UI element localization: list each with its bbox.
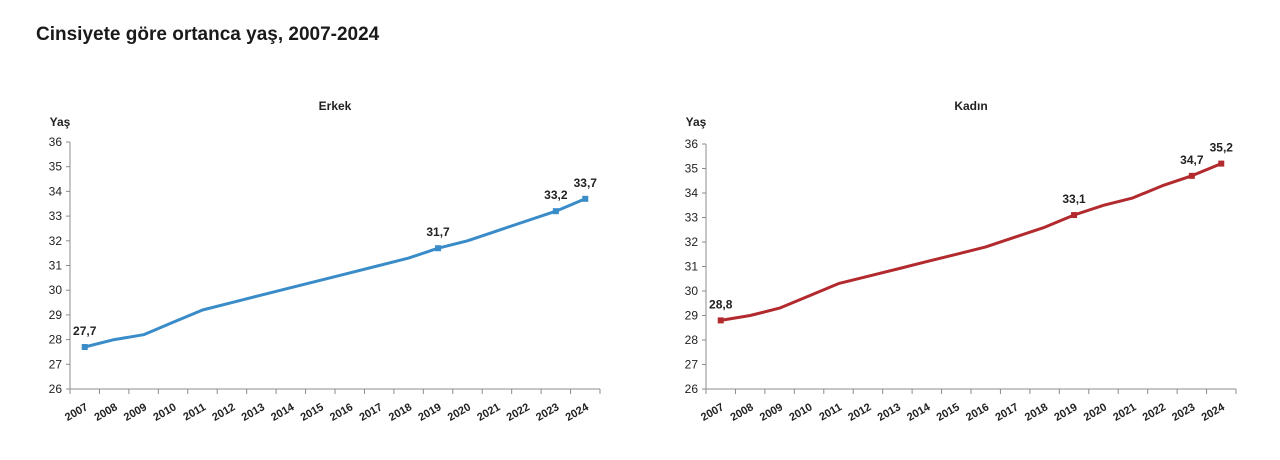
x-tick-label: 2020 bbox=[1082, 401, 1109, 424]
x-tick-label: 2018 bbox=[387, 401, 414, 424]
x-tick-label: 2023 bbox=[534, 401, 561, 424]
x-tick-label: 2019 bbox=[416, 401, 443, 424]
y-tick-label: 28 bbox=[685, 333, 699, 347]
x-tick-label: 2019 bbox=[1052, 401, 1079, 424]
x-tick-label: 2011 bbox=[817, 401, 844, 423]
data-point-marker bbox=[552, 208, 559, 215]
y-tick-label: 30 bbox=[685, 284, 699, 298]
data-point-marker bbox=[582, 195, 589, 202]
x-tick-label: 2016 bbox=[964, 401, 991, 424]
panel-title: Erkek bbox=[319, 99, 352, 113]
x-tick-label: 2022 bbox=[505, 401, 532, 424]
x-tick-label: 2009 bbox=[758, 401, 785, 424]
x-tick-label: 2014 bbox=[269, 401, 297, 424]
y-tick-label: 31 bbox=[49, 259, 63, 273]
y-tick-label: 34 bbox=[49, 184, 63, 198]
x-tick-label: 2007 bbox=[699, 401, 726, 424]
y-axis-label: Yaş bbox=[686, 115, 707, 129]
x-tick-label: 2012 bbox=[846, 401, 873, 424]
data-label: 34,7 bbox=[1180, 153, 1204, 167]
x-tick-label: 2011 bbox=[181, 401, 208, 423]
x-tick-label: 2009 bbox=[122, 401, 149, 424]
x-tick-label: 2024 bbox=[564, 401, 592, 424]
series-line bbox=[83, 197, 587, 349]
x-tick-label: 2017 bbox=[993, 401, 1020, 424]
x-tick-label: 2017 bbox=[357, 401, 384, 424]
y-tick-label: 36 bbox=[685, 137, 699, 151]
x-tick-label: 2014 bbox=[905, 401, 933, 424]
x-tick-label: 2015 bbox=[935, 401, 962, 424]
data-point-marker bbox=[717, 317, 724, 324]
y-tick-label: 29 bbox=[49, 308, 63, 322]
data-point-marker bbox=[1218, 160, 1225, 167]
data-label: 35,2 bbox=[1210, 141, 1234, 155]
y-tick-label: 28 bbox=[49, 333, 63, 347]
data-point-marker bbox=[1071, 212, 1078, 219]
y-tick-label: 33 bbox=[685, 211, 699, 225]
data-label: 33,2 bbox=[544, 188, 568, 202]
y-tick-label: 35 bbox=[49, 160, 63, 174]
y-tick-label: 32 bbox=[685, 235, 699, 249]
y-tick-label: 31 bbox=[685, 260, 699, 274]
y-tick-label: 33 bbox=[49, 209, 63, 223]
x-tick-label: 2016 bbox=[328, 401, 355, 424]
y-tick-label: 34 bbox=[685, 186, 699, 200]
data-point-marker bbox=[81, 344, 88, 351]
x-tick-label: 2010 bbox=[787, 401, 814, 424]
data-point-marker bbox=[1188, 172, 1195, 179]
y-axis-label: Yaş bbox=[50, 115, 71, 129]
x-tick-label: 2008 bbox=[728, 401, 755, 424]
y-tick-label: 36 bbox=[49, 135, 63, 149]
x-tick-label: 2010 bbox=[151, 401, 178, 424]
x-tick-label: 2013 bbox=[240, 401, 267, 424]
x-tick-label: 2024 bbox=[1200, 401, 1228, 424]
x-tick-label: 2021 bbox=[1111, 401, 1138, 424]
x-tick-label: 2008 bbox=[92, 401, 119, 424]
y-tick-label: 27 bbox=[49, 357, 63, 371]
x-tick-label: 2023 bbox=[1170, 401, 1197, 424]
x-tick-label: 2022 bbox=[1141, 401, 1168, 424]
x-tick-label: 2007 bbox=[63, 401, 90, 424]
panel-title: Kadın bbox=[954, 99, 987, 113]
data-point-marker bbox=[435, 245, 442, 252]
y-tick-label: 32 bbox=[49, 234, 63, 248]
data-label: 33,1 bbox=[1062, 192, 1086, 206]
x-tick-label: 2020 bbox=[446, 401, 473, 424]
x-tick-label: 2013 bbox=[876, 401, 903, 424]
y-tick-label: 35 bbox=[685, 162, 699, 176]
x-tick-label: 2015 bbox=[299, 401, 326, 424]
x-tick-label: 2021 bbox=[475, 401, 502, 424]
y-tick-label: 27 bbox=[685, 358, 699, 372]
y-tick-label: 26 bbox=[685, 382, 699, 396]
y-tick-label: 30 bbox=[49, 283, 63, 297]
data-label: 27,7 bbox=[73, 324, 97, 338]
y-tick-label: 26 bbox=[49, 382, 63, 396]
page-title: Cinsiyete göre ortanca yaş, 2007-2024 bbox=[36, 24, 380, 45]
data-label: 33,7 bbox=[574, 176, 598, 190]
series-line bbox=[719, 162, 1223, 322]
data-label: 28,8 bbox=[709, 297, 733, 311]
x-tick-label: 2018 bbox=[1023, 401, 1050, 424]
x-tick-label: 2012 bbox=[210, 401, 237, 424]
data-label: 31,7 bbox=[426, 225, 450, 239]
y-tick-label: 29 bbox=[685, 309, 699, 323]
